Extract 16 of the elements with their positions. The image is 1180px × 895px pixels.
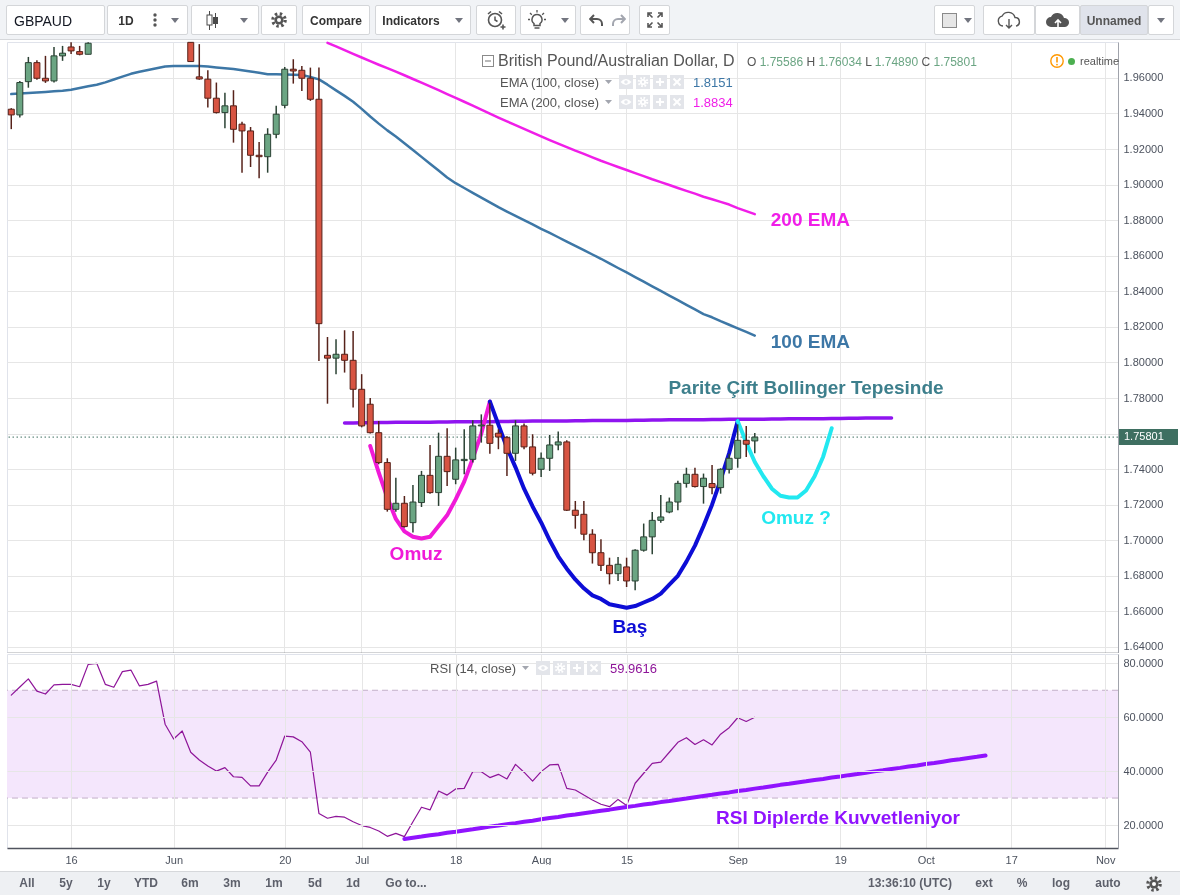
text: YTD bbox=[134, 876, 158, 890]
text: 1m bbox=[265, 876, 283, 890]
text: 13:36:10 (UTC) bbox=[867, 876, 953, 890]
text: auto bbox=[1095, 876, 1121, 890]
candlestick bbox=[7, 107, 15, 130]
text: 3m bbox=[223, 876, 241, 890]
text: All bbox=[19, 876, 35, 890]
text: log bbox=[1052, 876, 1070, 890]
text: 5y bbox=[59, 876, 73, 890]
text: 6m bbox=[181, 876, 199, 890]
text: 5d bbox=[307, 876, 323, 890]
text: ext bbox=[975, 876, 993, 890]
text: 1d bbox=[345, 876, 361, 890]
text: 1y bbox=[97, 876, 111, 890]
text: Go to... bbox=[385, 876, 427, 890]
text: % bbox=[1016, 876, 1028, 890]
